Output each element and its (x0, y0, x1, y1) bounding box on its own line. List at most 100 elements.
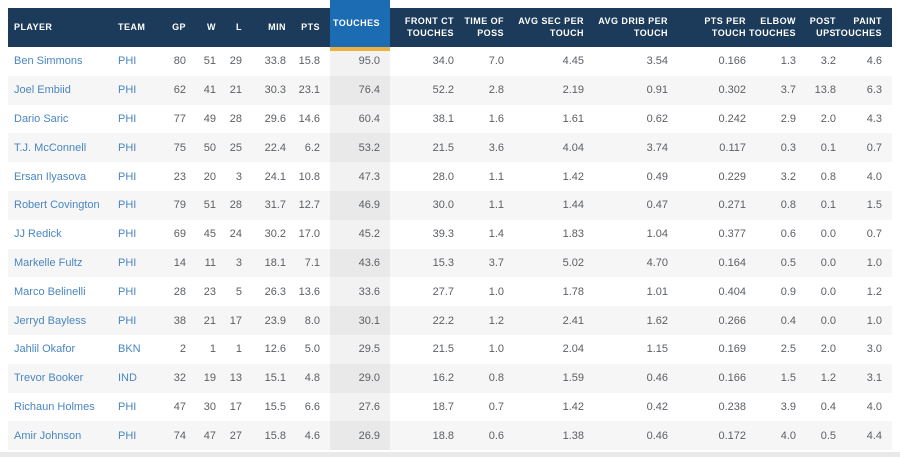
cell-avg_drib_per_touch: 1.01 (646, 285, 668, 298)
column-header-post_ups[interactable]: POST UPS (809, 15, 836, 38)
cell-front_ct_touches: 18.8 (432, 429, 454, 442)
cell-min: 22.4 (264, 141, 286, 154)
cell-team[interactable]: PHI (118, 228, 137, 241)
column-header-touches[interactable]: TOUCHES (330, 0, 390, 51)
column-header-paint_touches[interactable]: PAINT TOUCHES (835, 15, 882, 38)
cell-team[interactable]: BKN (118, 343, 141, 356)
cell-w: 49 (203, 112, 216, 125)
column-header-avg_drib_per_touch[interactable]: AVG DRIB PER TOUCH (598, 15, 668, 38)
cell-min: 29.6 (264, 112, 286, 125)
cell-paint_touches: 0.7 (866, 228, 882, 241)
cell-avg_drib_per_touch: 0.91 (646, 84, 668, 97)
cell-l: 5 (235, 285, 242, 298)
cell-team[interactable]: PHI (118, 285, 137, 298)
cell-gp: 69 (173, 228, 186, 241)
cell-avg_sec_per_touch: 2.04 (562, 343, 584, 356)
cell-team[interactable]: PHI (118, 170, 137, 183)
cell-player[interactable]: Richaun Holmes (14, 400, 95, 413)
cell-player[interactable]: Jerryd Bayless (14, 314, 87, 327)
cell-player[interactable]: T.J. McConnell (14, 141, 87, 154)
player-stats-table: PLAYER TEAM GP W L MIN PTS TOUCHES FRONT CT TOUC… (8, 0, 892, 451)
cell-elbow_touches: 0.5 (780, 256, 796, 269)
column-header-time_of_poss[interactable]: TIME OF POSS (464, 15, 504, 38)
column-header-elbow_touches[interactable]: ELBOW TOUCHES (749, 15, 796, 38)
cell-time_of_poss: 0.6 (488, 429, 504, 442)
cell-front_ct_touches: 15.3 (432, 256, 454, 269)
column-header-player[interactable]: PLAYER (14, 21, 53, 32)
cell-team[interactable]: PHI (118, 199, 137, 212)
cell-player[interactable]: Joel Embiid (14, 84, 71, 97)
column-header-pts_per_touch[interactable]: PTS PER TOUCH (704, 15, 746, 38)
cell-team[interactable]: PHI (118, 84, 137, 97)
column-header-front_ct_touches[interactable]: FRONT CT TOUCHES (404, 15, 454, 38)
cell-avg_drib_per_touch: 0.47 (646, 199, 668, 212)
column-header-pts[interactable]: PTS (301, 21, 320, 32)
cell-w: 51 (203, 199, 216, 212)
cell-paint_touches: 4.0 (866, 170, 882, 183)
cell-player[interactable]: Amir Johnson (14, 429, 82, 442)
cell-team[interactable]: PHI (118, 256, 137, 269)
column-header-l[interactable]: L (236, 21, 242, 32)
cell-post_ups: 0.1 (820, 199, 836, 212)
cell-team[interactable]: PHI (118, 141, 137, 154)
cell-w: 23 (203, 285, 216, 298)
cell-time_of_poss: 3.6 (488, 141, 504, 154)
cell-pts_per_touch: 0.229 (718, 170, 746, 183)
cell-l: 24 (229, 228, 242, 241)
cell-pts: 23.1 (298, 84, 320, 97)
cell-post_ups: 1.2 (820, 372, 836, 385)
cell-elbow_touches: 0.4 (780, 314, 796, 327)
table-row: Dario Saric PHI 77 49 28 29.6 14.6 60.4 38.1 1.6 1… (8, 104, 892, 134)
cell-front_ct_touches: 21.5 (432, 141, 454, 154)
column-header-w[interactable]: W (207, 21, 216, 32)
cell-touches: 95.0 (330, 47, 390, 76)
cell-gp: 2 (179, 343, 186, 356)
cell-pts: 6.2 (304, 141, 320, 154)
cell-touches: 30.1 (330, 306, 390, 335)
column-header-team[interactable]: TEAM (118, 21, 146, 32)
cell-team[interactable]: PHI (118, 314, 137, 327)
horizontal-scrollbar-track[interactable] (0, 452, 900, 457)
cell-time_of_poss: 0.7 (488, 400, 504, 413)
cell-player[interactable]: Ersan Ilyasova (14, 170, 87, 183)
cell-min: 26.3 (264, 285, 286, 298)
cell-team[interactable]: PHI (118, 429, 137, 442)
cell-paint_touches: 1.5 (866, 199, 882, 212)
column-header-gp[interactable]: GP (172, 21, 186, 32)
cell-player[interactable]: Jahlil Okafor (14, 343, 76, 356)
cell-pts: 13.6 (298, 285, 320, 298)
cell-player[interactable]: Marco Belinelli (14, 285, 86, 298)
cell-min: 33.8 (264, 55, 286, 68)
cell-front_ct_touches: 52.2 (432, 84, 454, 97)
cell-post_ups: 0.0 (820, 285, 836, 298)
cell-min: 15.8 (264, 429, 286, 442)
cell-w: 21 (203, 314, 216, 327)
cell-player[interactable]: Robert Covington (14, 199, 100, 212)
column-header-min[interactable]: MIN (268, 21, 286, 32)
cell-team[interactable]: IND (118, 372, 137, 385)
cell-pts_per_touch: 0.377 (718, 228, 746, 241)
cell-avg_drib_per_touch: 0.46 (646, 429, 668, 442)
cell-player[interactable]: Trevor Booker (14, 372, 84, 385)
column-header-avg_sec_per_touch[interactable]: AVG SEC PER TOUCH (518, 15, 584, 38)
cell-avg_sec_per_touch: 5.02 (562, 256, 584, 269)
table-row: Amir Johnson PHI 74 47 27 15.8 4.6 26.9 18.8 0.6 1… (8, 421, 892, 451)
table-row: JJ Redick PHI 69 45 24 30.2 17.0 45.2 39.3 1.4 1.8… (8, 219, 892, 249)
cell-l: 3 (235, 256, 242, 269)
cell-avg_drib_per_touch: 4.70 (646, 256, 668, 269)
cell-team[interactable]: PHI (118, 112, 137, 125)
cell-front_ct_touches: 34.0 (432, 55, 454, 68)
cell-touches: 76.4 (330, 75, 390, 105)
cell-front_ct_touches: 22.2 (432, 314, 454, 327)
cell-touches: 47.3 (330, 162, 390, 191)
cell-front_ct_touches: 21.5 (432, 343, 454, 356)
cell-player[interactable]: Ben Simmons (14, 55, 83, 68)
cell-elbow_touches: 3.9 (780, 400, 796, 413)
cell-player[interactable]: JJ Redick (14, 228, 62, 241)
cell-post_ups: 13.8 (814, 84, 836, 97)
cell-player[interactable]: Dario Saric (14, 112, 69, 125)
cell-player[interactable]: Markelle Fultz (14, 256, 83, 269)
cell-team[interactable]: PHI (118, 55, 137, 68)
cell-team[interactable]: PHI (118, 400, 137, 413)
cell-avg_drib_per_touch: 0.46 (646, 372, 668, 385)
